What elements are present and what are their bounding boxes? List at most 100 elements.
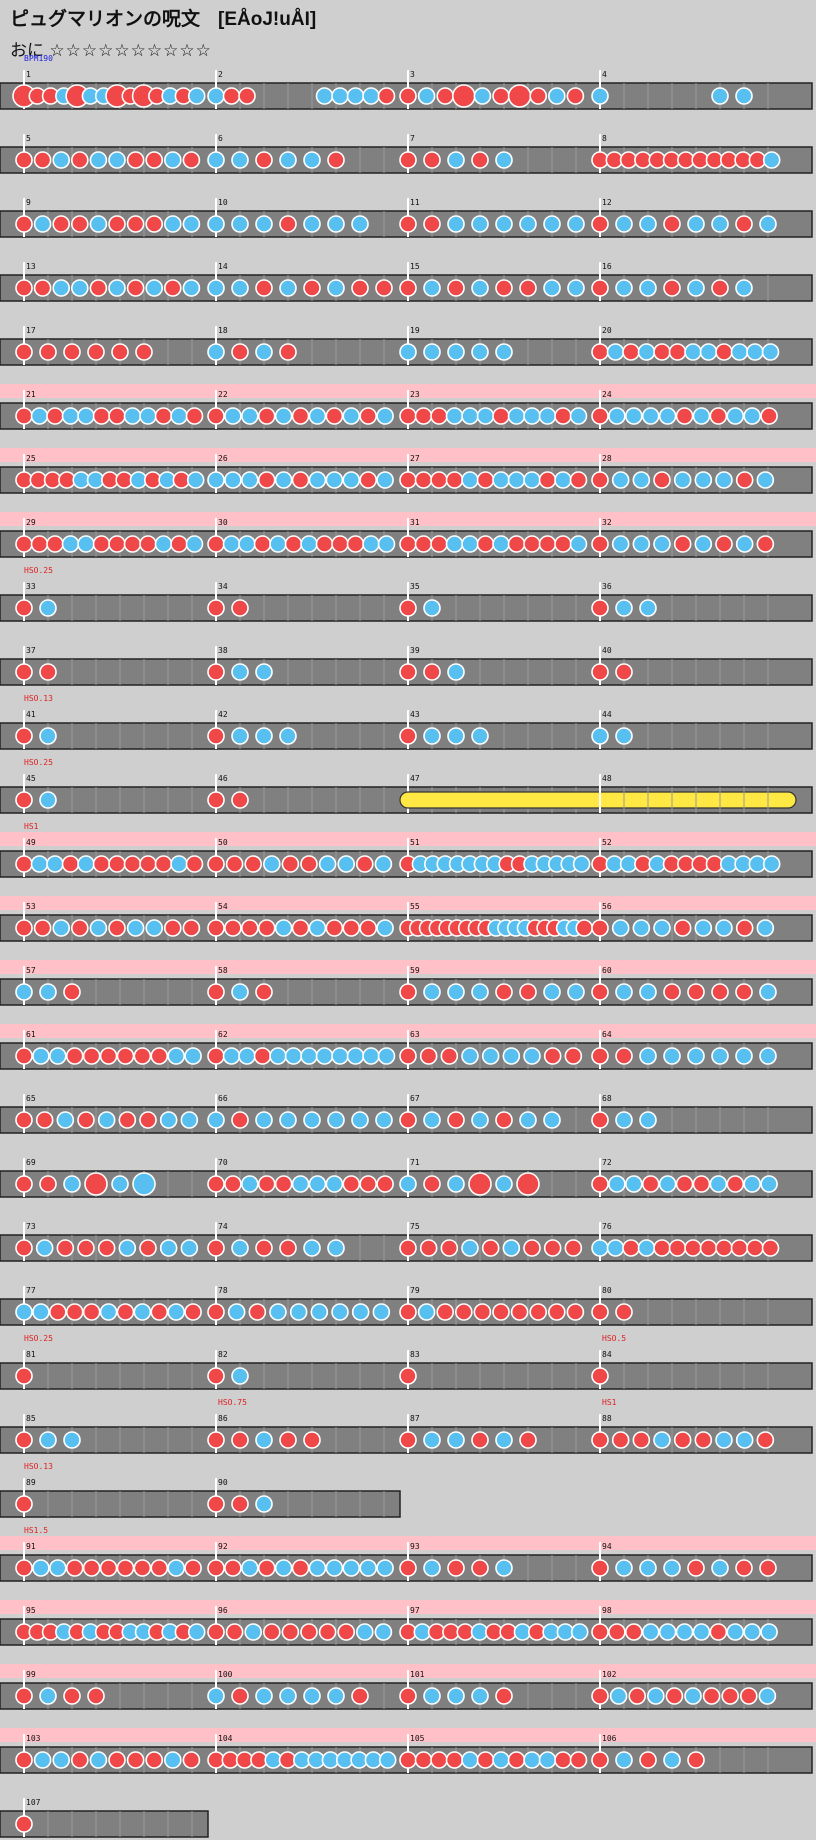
don-note xyxy=(225,1623,244,1641)
ka-note xyxy=(378,1751,397,1769)
don-note xyxy=(591,1623,609,1641)
don-note xyxy=(207,855,225,873)
don-note xyxy=(615,1047,633,1065)
don-note xyxy=(622,1239,640,1257)
big-don-note xyxy=(507,84,532,108)
ka-note xyxy=(362,535,380,553)
measure-number: 79 xyxy=(410,1286,420,1295)
measure-number: 27 xyxy=(410,454,420,463)
don-note xyxy=(447,279,465,297)
don-note xyxy=(231,791,249,809)
don-note xyxy=(399,1687,417,1705)
don-note xyxy=(65,1559,84,1577)
don-note xyxy=(566,1303,585,1321)
note-lane xyxy=(0,1810,209,1838)
don-note xyxy=(554,407,572,425)
ka-note xyxy=(639,599,657,617)
don-note xyxy=(108,855,126,873)
measure-number: 85 xyxy=(26,1414,36,1423)
don-note xyxy=(71,1751,89,1769)
measure-number: 9 xyxy=(26,198,31,207)
ka-note xyxy=(653,1431,671,1449)
ka-note xyxy=(492,1751,510,1769)
don-note xyxy=(279,215,297,233)
ka-note xyxy=(238,1047,256,1065)
ka-note xyxy=(567,215,585,233)
don-note xyxy=(111,343,129,361)
ka-note xyxy=(423,983,441,1001)
don-note xyxy=(554,1751,572,1769)
measure-number: 50 xyxy=(218,838,228,847)
ka-note xyxy=(687,279,705,297)
ka-note xyxy=(570,1623,589,1641)
ka-note xyxy=(374,1623,393,1641)
don-note xyxy=(224,919,242,937)
scroll-speed-label: HS1 xyxy=(24,822,39,831)
don-note xyxy=(430,535,448,553)
don-note xyxy=(325,407,344,425)
don-note xyxy=(92,535,111,553)
don-note xyxy=(663,983,681,1001)
don-note xyxy=(291,471,310,489)
scroll-speed-label: HSO.13 xyxy=(24,694,53,703)
don-note xyxy=(566,87,585,105)
don-note xyxy=(207,727,225,745)
measure-number: 40 xyxy=(602,646,612,655)
ka-note xyxy=(308,919,327,937)
don-note xyxy=(257,1559,276,1577)
ka-note xyxy=(207,215,225,233)
don-note xyxy=(257,919,276,937)
don-note xyxy=(145,215,163,233)
ka-note xyxy=(615,1559,633,1577)
measure-number: 30 xyxy=(218,518,228,527)
don-note xyxy=(92,407,111,425)
don-note xyxy=(253,1047,272,1065)
ka-note xyxy=(291,1175,310,1193)
ka-note xyxy=(547,87,566,105)
don-note xyxy=(436,87,455,105)
ka-note xyxy=(423,1431,441,1449)
ka-note xyxy=(154,535,173,553)
don-note xyxy=(359,407,377,425)
ka-note xyxy=(684,343,702,361)
scroll-speed-label: HS1 xyxy=(602,1398,617,1407)
ka-note xyxy=(262,855,281,873)
ka-note xyxy=(653,535,671,553)
don-note xyxy=(82,1047,101,1065)
don-note xyxy=(492,407,510,425)
don-note xyxy=(182,1751,201,1769)
ka-note xyxy=(471,983,489,1001)
don-note xyxy=(399,407,417,425)
don-note xyxy=(735,471,754,489)
ka-note xyxy=(743,1623,761,1641)
measure-number: 64 xyxy=(602,1030,612,1039)
measure-number: 56 xyxy=(602,902,612,911)
don-note xyxy=(231,1111,249,1129)
ka-note xyxy=(615,727,633,745)
measure-number: 19 xyxy=(410,326,420,335)
ka-note xyxy=(187,1623,206,1641)
ka-note xyxy=(608,407,626,425)
ka-note xyxy=(609,1687,628,1705)
measure-number: 96 xyxy=(218,1606,228,1615)
ka-note xyxy=(255,663,273,681)
ka-note xyxy=(615,1751,633,1769)
ka-note xyxy=(735,1431,754,1449)
ka-note xyxy=(687,215,705,233)
big-ka-note xyxy=(132,1172,156,1196)
don-note xyxy=(207,1623,225,1641)
ka-note xyxy=(231,151,249,169)
ka-note xyxy=(476,407,495,425)
don-note xyxy=(529,1303,548,1321)
ka-note xyxy=(61,535,80,553)
don-note xyxy=(519,983,537,1001)
ka-note xyxy=(89,151,108,169)
ka-note xyxy=(159,1239,178,1257)
ka-note xyxy=(308,407,327,425)
ka-note xyxy=(231,279,249,297)
ka-note xyxy=(543,983,561,1001)
don-note xyxy=(279,1239,297,1257)
don-note xyxy=(510,1303,529,1321)
ka-note xyxy=(481,1047,500,1065)
ka-note xyxy=(759,1047,777,1065)
